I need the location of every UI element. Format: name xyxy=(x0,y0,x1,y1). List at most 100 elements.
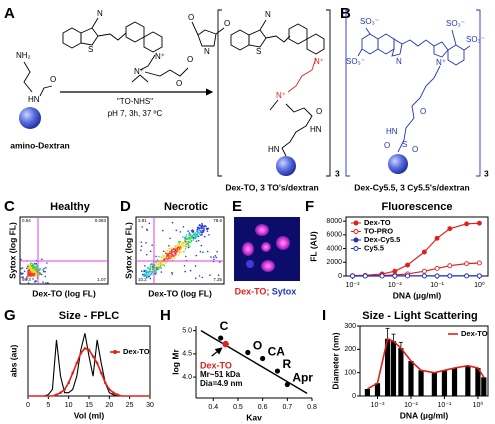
data-point xyxy=(421,273,427,279)
event-dot xyxy=(173,257,176,260)
legend-marker xyxy=(353,246,359,251)
event-dot xyxy=(26,276,28,278)
event-dot xyxy=(205,227,208,230)
event-dot xyxy=(175,229,178,232)
x-tick-label: 20 xyxy=(105,402,113,409)
event-dot xyxy=(202,231,205,233)
atom-label: SO₃⁻ xyxy=(346,57,365,66)
event-dot xyxy=(185,235,187,238)
event-dot xyxy=(178,253,181,255)
bar xyxy=(390,341,397,396)
event-dot xyxy=(171,273,174,275)
x-axis-label: Dex-TO (log FL) xyxy=(148,288,212,298)
bar xyxy=(418,370,424,396)
panel-letter: F xyxy=(305,198,314,215)
event-dot xyxy=(145,253,148,256)
atom-label: N xyxy=(265,10,271,19)
event-dot xyxy=(32,274,34,277)
panel-letter: I xyxy=(322,307,326,324)
y-tick-label: 4.0 xyxy=(182,374,192,381)
panel-letter: A xyxy=(4,5,15,22)
event-dot xyxy=(202,227,205,230)
event-dot xyxy=(23,270,26,273)
event-dot xyxy=(198,228,201,230)
event-dot xyxy=(151,266,154,268)
event-dot xyxy=(160,267,163,269)
event-dot xyxy=(142,274,145,277)
event-dot xyxy=(164,251,167,253)
event-dot xyxy=(171,250,173,253)
event-dot xyxy=(188,232,191,234)
data-point xyxy=(112,391,115,395)
legend-marker xyxy=(353,237,359,243)
event-dot xyxy=(157,262,159,265)
data-point xyxy=(63,388,66,391)
event-dot xyxy=(217,274,220,277)
event-dot xyxy=(184,244,187,247)
event-dot xyxy=(155,255,157,258)
x-tick-label: 15 xyxy=(85,402,93,409)
event-dot xyxy=(150,263,153,265)
dextran-sphere xyxy=(276,156,296,176)
event-dot xyxy=(183,251,185,253)
y-tick-label: 100 xyxy=(344,370,356,377)
event-dot xyxy=(200,244,203,247)
point-label: CA xyxy=(268,345,286,359)
event-dot xyxy=(145,269,147,272)
x-axis-label: Kav xyxy=(246,412,262,422)
atom-label: SO₃⁻ xyxy=(446,19,465,28)
event-dot xyxy=(170,247,173,249)
event-dot xyxy=(219,261,221,263)
x-axis-label: DNA (µg/ml) xyxy=(400,410,449,420)
event-dot xyxy=(27,282,30,284)
cell xyxy=(276,236,290,250)
y-axis-label: abs (au) xyxy=(8,345,18,378)
legend-label: Cy5.5 xyxy=(364,243,384,252)
bar xyxy=(475,368,481,396)
atom-label: N⁺ xyxy=(314,57,324,66)
event-dot xyxy=(149,267,152,270)
event-dot xyxy=(145,271,147,274)
caption-red: Dex-TO; xyxy=(235,286,270,296)
event-dot xyxy=(161,229,164,232)
event-dot xyxy=(190,233,192,236)
event-dot xyxy=(160,263,163,266)
event-dot xyxy=(21,267,24,269)
data-point xyxy=(379,273,385,279)
point-label: R xyxy=(282,357,291,371)
series-line xyxy=(28,333,150,397)
event-dot xyxy=(193,232,195,234)
legend-label: Dex-TO xyxy=(123,347,150,356)
event-dot xyxy=(195,254,198,257)
x-axis-label: Vol (ml) xyxy=(74,410,105,420)
panel-title: Size - Light Scattering xyxy=(362,310,478,322)
event-dot xyxy=(195,240,198,243)
event-dot xyxy=(177,250,180,252)
event-dot xyxy=(200,234,202,236)
event-dot xyxy=(206,230,209,233)
y-tick-label: 2000 xyxy=(326,259,342,266)
data-point xyxy=(99,371,103,375)
event-dot xyxy=(145,273,148,275)
panel-title: Healthy xyxy=(50,201,91,213)
event-dot xyxy=(191,234,194,237)
event-dot xyxy=(179,249,182,251)
event-dot xyxy=(155,271,158,274)
event-dot xyxy=(20,258,22,261)
data-point xyxy=(447,226,453,232)
event-dot xyxy=(190,235,192,237)
point-label: O xyxy=(253,339,262,353)
event-dot xyxy=(166,249,168,252)
product-label: Dex-TO, 3 TO's/dextran xyxy=(225,182,318,192)
event-dot xyxy=(192,239,195,241)
event-dot xyxy=(189,238,191,241)
y-tick-label: 300 xyxy=(344,323,356,330)
event-dot xyxy=(43,267,45,270)
event-dot xyxy=(47,282,49,284)
cell xyxy=(261,260,275,272)
x-tick-label: 10⁻¹ xyxy=(430,282,444,289)
panel-a: A S N N⁺ N⁺ O O N O O "TO-NHS" pH 7, 3h,… xyxy=(4,5,340,192)
data-point xyxy=(95,361,99,365)
event-dot xyxy=(35,271,37,274)
event-dot xyxy=(34,273,37,276)
